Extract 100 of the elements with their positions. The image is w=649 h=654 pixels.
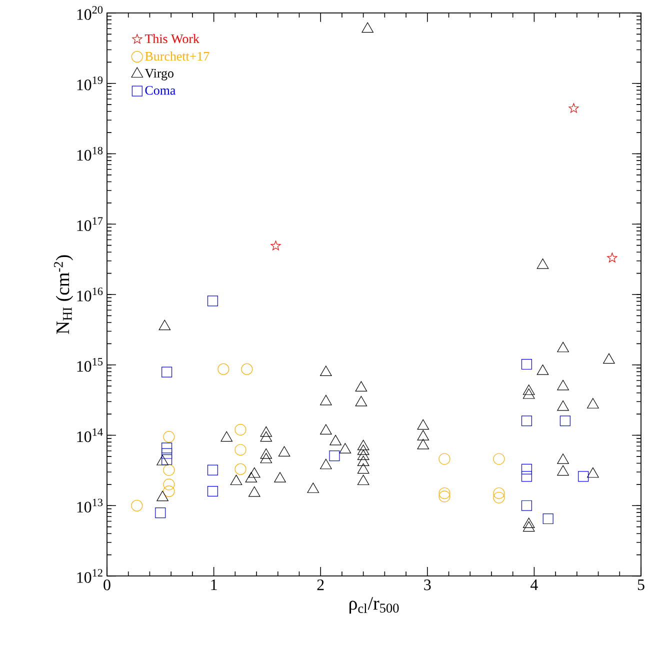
point xyxy=(234,424,246,436)
point xyxy=(207,296,218,306)
y-tick-label: 10$^{17}$ xyxy=(77,217,103,231)
x-tick-label: 1 xyxy=(211,580,217,590)
point xyxy=(218,363,230,375)
point xyxy=(320,366,332,376)
point xyxy=(357,474,370,486)
point xyxy=(163,431,175,443)
point xyxy=(557,465,569,476)
point xyxy=(557,380,569,390)
x-tick-label: 4 xyxy=(530,580,538,590)
point xyxy=(542,514,554,524)
point xyxy=(568,103,579,113)
point xyxy=(493,453,505,465)
point xyxy=(220,431,233,442)
point xyxy=(557,454,569,464)
x-axis-title: ρ$_{cl}$/r$_{500}$ xyxy=(349,597,399,614)
point xyxy=(438,453,450,465)
point xyxy=(522,521,535,532)
point xyxy=(362,22,374,33)
point xyxy=(260,452,272,464)
point xyxy=(493,492,505,504)
point xyxy=(438,487,450,499)
x-tick-label: 3 xyxy=(424,580,431,590)
y-tick-label: 10$^{14}$ xyxy=(77,428,103,442)
legend-label: This Work xyxy=(144,34,200,44)
point xyxy=(248,467,260,478)
point xyxy=(607,252,618,262)
point xyxy=(320,458,332,470)
point xyxy=(278,446,290,456)
point xyxy=(158,320,171,330)
point xyxy=(156,454,168,466)
point xyxy=(320,424,332,435)
point xyxy=(357,440,370,450)
y-tick-label: 10$^{15}$ xyxy=(77,358,103,372)
point xyxy=(274,472,286,482)
x-tick-label: 5 xyxy=(638,580,644,590)
point xyxy=(163,464,175,476)
point xyxy=(329,450,340,462)
x-tick-label: 2 xyxy=(317,580,324,590)
point xyxy=(207,486,218,497)
point xyxy=(493,487,505,499)
point xyxy=(230,474,242,486)
point xyxy=(234,444,246,456)
point xyxy=(578,471,589,482)
point xyxy=(521,471,532,482)
y-tick-label: 10$^{18}$ xyxy=(77,146,103,161)
y-tick-label: 10$^{19}$ xyxy=(77,76,103,90)
point xyxy=(131,500,143,512)
point xyxy=(245,472,258,482)
point xyxy=(557,400,569,411)
point xyxy=(521,500,532,511)
point xyxy=(260,431,272,442)
point xyxy=(357,456,370,466)
point xyxy=(207,464,218,476)
point xyxy=(417,430,430,440)
point xyxy=(357,450,370,460)
y-tick-label: 10$^{12}$ xyxy=(77,569,102,583)
point xyxy=(156,490,168,502)
x-tick-label: 0 xyxy=(104,580,110,590)
legend-label: Coma xyxy=(145,86,176,95)
point xyxy=(536,364,549,375)
point xyxy=(355,381,368,392)
point xyxy=(241,363,253,375)
point xyxy=(522,388,535,399)
point xyxy=(438,490,450,502)
point xyxy=(163,485,175,498)
y-tick-label: 10$^{20}$ xyxy=(77,6,103,20)
point xyxy=(521,416,532,426)
legend-label: Virgo xyxy=(144,68,174,80)
point xyxy=(357,444,370,455)
point xyxy=(417,419,430,430)
point xyxy=(260,426,272,437)
point xyxy=(557,342,569,352)
point xyxy=(521,358,532,370)
point xyxy=(162,448,172,459)
point xyxy=(587,398,599,408)
point xyxy=(234,463,246,475)
point xyxy=(162,442,172,454)
point xyxy=(536,258,549,269)
point xyxy=(587,467,599,478)
point xyxy=(270,240,281,250)
point xyxy=(521,464,532,474)
point xyxy=(357,463,370,474)
point xyxy=(603,353,615,364)
point xyxy=(355,396,368,406)
point xyxy=(162,366,172,378)
y-tick-label: 10$^{16}$ xyxy=(77,288,103,302)
y-tick-label: 10$^{13}$ xyxy=(77,498,103,513)
point xyxy=(560,416,570,426)
point xyxy=(522,518,535,528)
point xyxy=(162,454,172,465)
point xyxy=(339,443,352,454)
point xyxy=(260,448,272,459)
point xyxy=(320,394,332,406)
point xyxy=(163,478,175,490)
point xyxy=(417,438,430,450)
point xyxy=(155,508,166,518)
legend-label: Burchett+17 xyxy=(145,52,210,61)
y-axis-title: N$_{HI}$ (cm$^{-2}$) xyxy=(54,255,74,334)
